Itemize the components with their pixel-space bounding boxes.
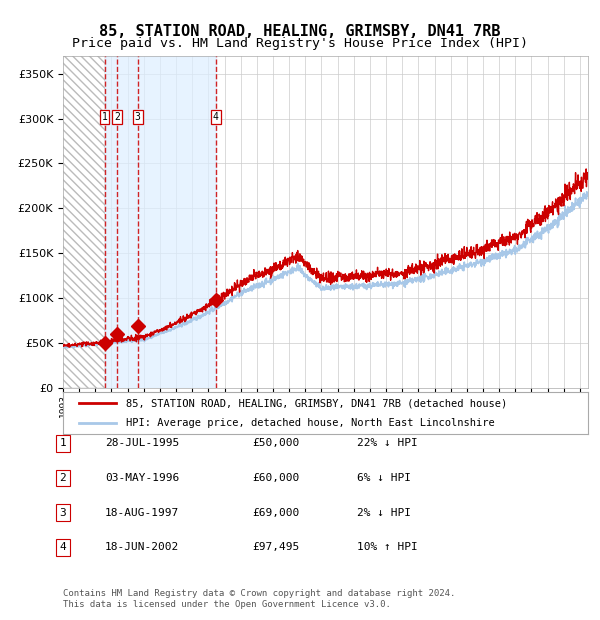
Text: Contains HM Land Registry data © Crown copyright and database right 2024.
This d: Contains HM Land Registry data © Crown c… <box>63 590 455 609</box>
Text: 18-AUG-1997: 18-AUG-1997 <box>105 508 179 518</box>
Text: 1: 1 <box>59 438 67 448</box>
Text: 85, STATION ROAD, HEALING, GRIMSBY, DN41 7RB (detached house): 85, STATION ROAD, HEALING, GRIMSBY, DN41… <box>126 398 507 408</box>
Text: 22% ↓ HPI: 22% ↓ HPI <box>357 438 418 448</box>
Text: 6% ↓ HPI: 6% ↓ HPI <box>357 473 411 483</box>
Text: Price paid vs. HM Land Registry's House Price Index (HPI): Price paid vs. HM Land Registry's House … <box>72 37 528 50</box>
Bar <box>104 56 216 388</box>
Text: 18-JUN-2002: 18-JUN-2002 <box>105 542 179 552</box>
Text: £60,000: £60,000 <box>252 473 299 483</box>
Text: 03-MAY-1996: 03-MAY-1996 <box>105 473 179 483</box>
Text: 85, STATION ROAD, HEALING, GRIMSBY, DN41 7RB: 85, STATION ROAD, HEALING, GRIMSBY, DN41… <box>99 24 501 38</box>
Text: 2: 2 <box>59 473 67 483</box>
Text: 3: 3 <box>135 112 141 122</box>
Text: £97,495: £97,495 <box>252 542 299 552</box>
Text: £50,000: £50,000 <box>252 438 299 448</box>
Text: 4: 4 <box>59 542 67 552</box>
Text: HPI: Average price, detached house, North East Lincolnshire: HPI: Average price, detached house, Nort… <box>126 418 495 428</box>
Text: 3: 3 <box>59 508 67 518</box>
Text: 10% ↑ HPI: 10% ↑ HPI <box>357 542 418 552</box>
Text: 1: 1 <box>101 112 107 122</box>
Text: 28-JUL-1995: 28-JUL-1995 <box>105 438 179 448</box>
Text: £69,000: £69,000 <box>252 508 299 518</box>
Text: 2% ↓ HPI: 2% ↓ HPI <box>357 508 411 518</box>
Text: 2: 2 <box>114 112 120 122</box>
Text: 4: 4 <box>213 112 219 122</box>
